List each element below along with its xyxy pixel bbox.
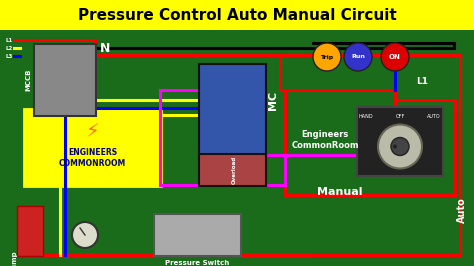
Text: Overload: Overload: [232, 156, 237, 184]
Text: Pump: Pump: [11, 251, 17, 266]
Text: ENGINEERS
COMMONROOM: ENGINEERS COMMONROOM: [59, 148, 126, 168]
Text: N: N: [100, 41, 110, 55]
FancyBboxPatch shape: [199, 64, 266, 156]
Text: L1: L1: [6, 38, 13, 43]
Text: ⚡: ⚡: [86, 123, 100, 142]
Text: L2: L2: [6, 45, 13, 51]
Text: L1: L1: [416, 77, 428, 86]
Circle shape: [381, 43, 409, 71]
Circle shape: [378, 124, 422, 168]
Text: Run: Run: [351, 55, 365, 60]
FancyBboxPatch shape: [199, 154, 266, 186]
Text: ON: ON: [389, 54, 401, 60]
FancyBboxPatch shape: [0, 0, 474, 30]
Text: Auto: Auto: [457, 197, 467, 223]
Text: Pressure Switch: Pressure Switch: [165, 260, 229, 266]
Circle shape: [313, 43, 341, 71]
Text: AUTO: AUTO: [427, 114, 441, 118]
Circle shape: [393, 144, 397, 148]
Text: Trip: Trip: [320, 55, 334, 60]
Text: Pressure Control Auto Manual Circuit: Pressure Control Auto Manual Circuit: [78, 7, 396, 23]
FancyBboxPatch shape: [34, 44, 96, 116]
Text: MCCB: MCCB: [25, 69, 31, 91]
Text: Manual: Manual: [317, 187, 363, 197]
Text: L3: L3: [6, 53, 13, 59]
FancyBboxPatch shape: [17, 206, 43, 256]
Circle shape: [391, 138, 409, 156]
FancyBboxPatch shape: [24, 109, 161, 186]
Circle shape: [72, 222, 98, 248]
Text: OFF: OFF: [395, 114, 405, 118]
FancyBboxPatch shape: [357, 107, 443, 176]
Text: HAND: HAND: [359, 114, 374, 118]
Text: Engineers
CommonRoom: Engineers CommonRoom: [291, 130, 359, 150]
FancyBboxPatch shape: [154, 214, 241, 256]
Text: MC: MC: [268, 90, 278, 110]
Circle shape: [344, 43, 372, 71]
